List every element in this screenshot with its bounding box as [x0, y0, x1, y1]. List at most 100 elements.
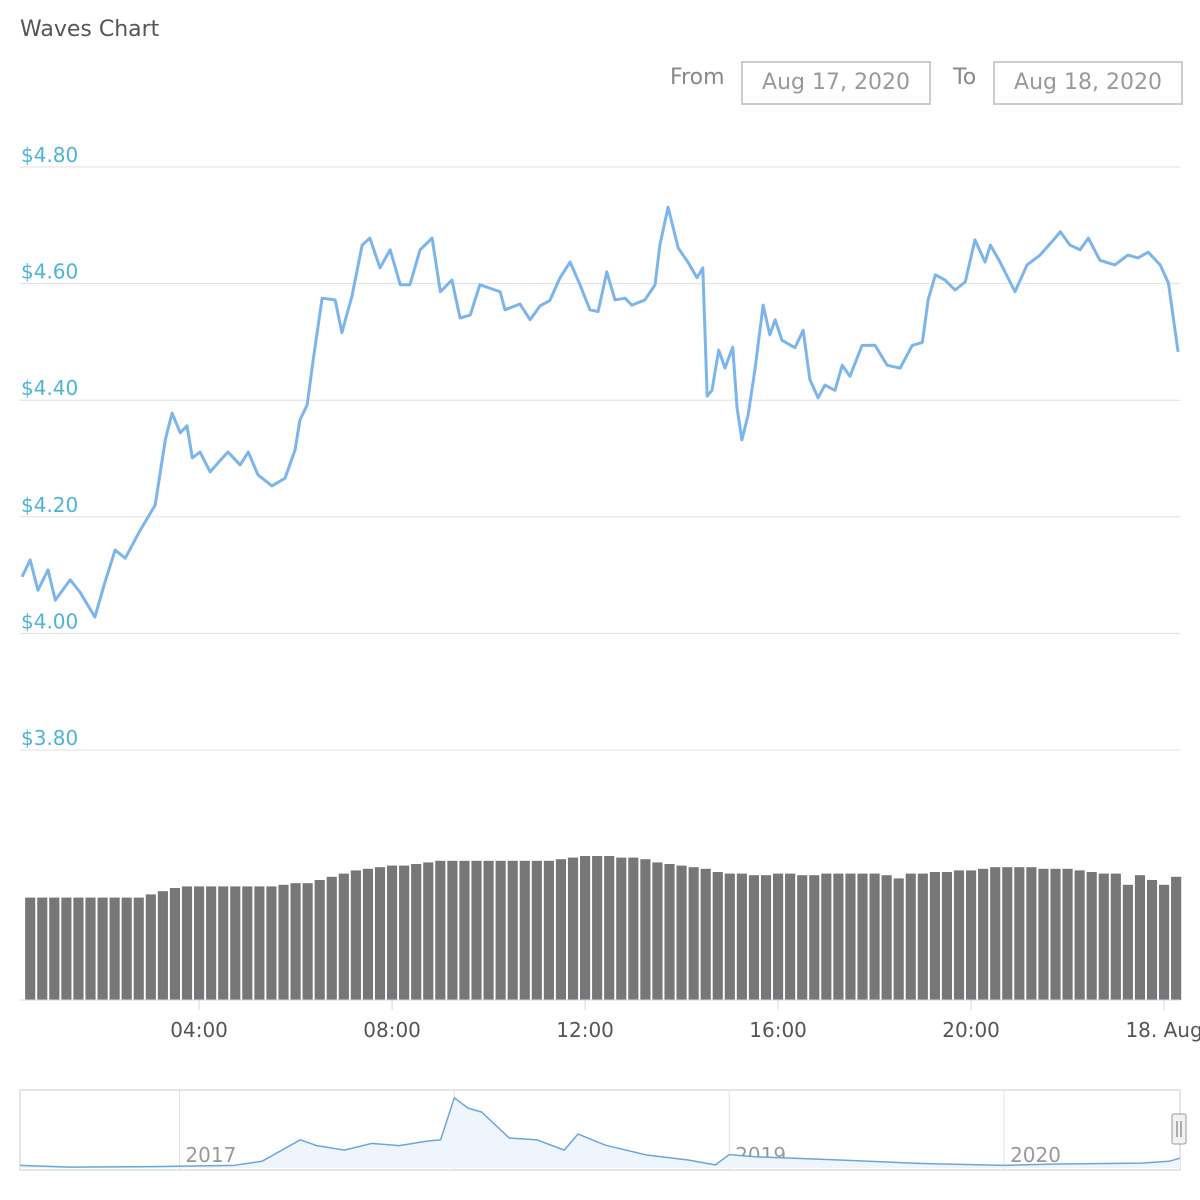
volume-bar [785, 873, 796, 1000]
volume-bar [362, 868, 374, 1000]
volume-bar [1146, 880, 1158, 1000]
volume-bar [1038, 868, 1049, 1000]
volume-bar [73, 897, 84, 1000]
volume-bar [423, 862, 434, 1000]
volume-bar [797, 875, 808, 1000]
chart-title: Waves Chart [20, 17, 160, 42]
volume-bar [133, 897, 144, 1000]
volume-bar [338, 873, 349, 1000]
volume-bar [1159, 884, 1170, 1000]
volume-bar [97, 897, 108, 1000]
volume-bar [567, 857, 579, 1000]
x-tick-label: 16:00 [749, 1018, 807, 1042]
y-tick-label: $4.00 [21, 609, 78, 633]
volume-bar [929, 872, 940, 1000]
volume-bar [1014, 867, 1025, 1000]
volume-bar [833, 873, 844, 1000]
x-tick-label: 20:00 [942, 1018, 1000, 1042]
volume-bar [1002, 867, 1013, 1000]
volume-bar [25, 897, 36, 1000]
volume-bar [821, 873, 832, 1000]
volume-bar [688, 867, 699, 1000]
x-tick-label: 18. Aug [1125, 1018, 1200, 1042]
volume-bar [266, 886, 277, 1000]
volume-bar [905, 873, 916, 1000]
navigator-area [20, 1097, 1180, 1168]
volume-bar [893, 878, 904, 1000]
to-label: To [953, 65, 977, 90]
volume-bar [206, 886, 217, 1000]
volume-bar [278, 884, 289, 1000]
volume-bar [326, 876, 337, 1000]
volume-bar [555, 859, 567, 1000]
volume-bar [628, 857, 639, 1000]
volume-bar [1074, 870, 1085, 1000]
volume-bar [218, 886, 229, 1000]
volume-bar [580, 856, 591, 1000]
volume-bar [881, 875, 892, 1000]
volume-bar [869, 873, 880, 1000]
volume-bar [917, 873, 928, 1000]
volume-bar [773, 873, 784, 1000]
volume-bar [169, 888, 181, 1000]
volume-bar [966, 870, 977, 1000]
to-date-input[interactable]: Aug 18, 2020 [993, 61, 1183, 105]
volume-bar [1171, 876, 1182, 1000]
volume-bar [435, 860, 446, 1000]
from-label: From [670, 65, 725, 90]
navigator-tick-label: 2017 [185, 1143, 236, 1167]
volume-bar [387, 865, 398, 1000]
y-tick-label: $4.80 [21, 143, 78, 167]
volume-bar [700, 868, 711, 1000]
volume-bar [471, 860, 482, 1000]
volume-bar [978, 868, 989, 1000]
volume-bar [507, 860, 518, 1000]
volume-bar [1122, 884, 1133, 1000]
volume-bar [254, 886, 265, 1000]
volume-bar [37, 897, 48, 1000]
volume-bar [1098, 873, 1109, 1000]
y-tick-label: $4.40 [21, 376, 78, 400]
price-line [20, 205, 1180, 619]
volume-bar [302, 883, 313, 1000]
navigator-tick-label: 2020 [1010, 1143, 1061, 1167]
volume-bar [194, 886, 205, 1000]
y-tick-label: $3.80 [21, 726, 78, 750]
volume-bar [61, 897, 72, 1000]
volume-bar [399, 865, 410, 1000]
volume-bar [1062, 868, 1073, 1000]
volume-bar [652, 862, 663, 1000]
volume-bar [604, 856, 615, 1000]
volume-bar [230, 886, 241, 1000]
volume-bar [664, 864, 675, 1000]
volume-bar [676, 865, 687, 1000]
volume-bar [242, 886, 253, 1000]
volume-bar [845, 873, 856, 1000]
navigator-handle[interactable] [1171, 1113, 1187, 1145]
volume-bar [85, 897, 96, 1000]
from-date-input[interactable]: Aug 17, 2020 [741, 61, 931, 105]
volume-bar [1134, 875, 1146, 1000]
y-tick-label: $4.60 [21, 260, 78, 284]
volume-bar [290, 883, 301, 1000]
volume-bar [519, 860, 530, 1000]
volume-bar [314, 880, 325, 1000]
volume-bar [49, 897, 60, 1000]
volume-bar [760, 875, 772, 1000]
x-tick-label: 08:00 [363, 1018, 421, 1042]
volume-bar [181, 886, 193, 1000]
volume-bar [411, 864, 422, 1000]
volume-bar [640, 859, 651, 1000]
volume-bar [712, 872, 723, 1000]
volume-bar [724, 873, 735, 1000]
volume-bar [1086, 872, 1097, 1000]
volume-bar [857, 873, 868, 1000]
volume-bar [483, 860, 494, 1000]
x-tick-label: 04:00 [170, 1018, 228, 1042]
volume-bar [350, 870, 361, 1000]
volume-bar [157, 891, 168, 1000]
volume-bar [953, 870, 965, 1000]
volume-bar [990, 867, 1001, 1000]
